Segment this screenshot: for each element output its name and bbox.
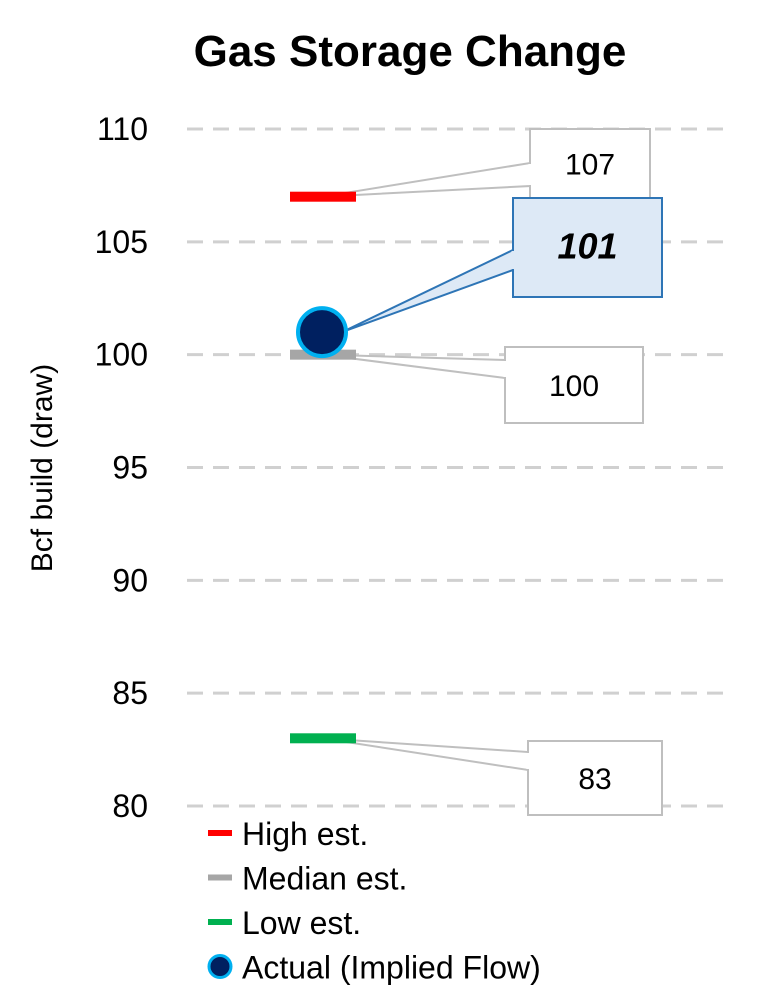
data-label: 101 — [557, 226, 617, 267]
y-tick-label: 95 — [112, 450, 148, 486]
y-tick-label: 80 — [112, 788, 148, 824]
y-axis-label: Bcf build (draw) — [26, 364, 59, 572]
estimate-mark — [290, 733, 356, 744]
legend-label: High est. — [242, 816, 368, 852]
y-tick-label: 85 — [112, 675, 148, 711]
legend-label: Actual (Implied Flow) — [242, 950, 541, 986]
data-label: 83 — [578, 763, 611, 796]
estimate-mark — [290, 191, 356, 202]
actual-point — [296, 306, 348, 359]
callout-leader — [341, 248, 514, 334]
data-label-box — [512, 197, 663, 298]
legend-marker — [208, 874, 232, 881]
y-tick-label: 100 — [95, 337, 148, 373]
y-tick-label: 110 — [97, 111, 148, 147]
data-label: 107 — [565, 149, 615, 182]
data-label: 100 — [549, 370, 599, 403]
chart-title: Gas Storage Change — [194, 27, 627, 76]
callout-leader — [321, 161, 531, 198]
y-tick-label: 90 — [112, 562, 148, 598]
legend-marker — [207, 954, 233, 979]
legend-label: Median est. — [242, 861, 407, 897]
data-label-box — [504, 346, 644, 424]
data-label-box — [527, 740, 663, 816]
y-tick-label: 105 — [95, 224, 148, 260]
legend-marker — [208, 830, 232, 836]
legend-label: Low est. — [242, 905, 361, 941]
legend-marker — [208, 919, 232, 925]
